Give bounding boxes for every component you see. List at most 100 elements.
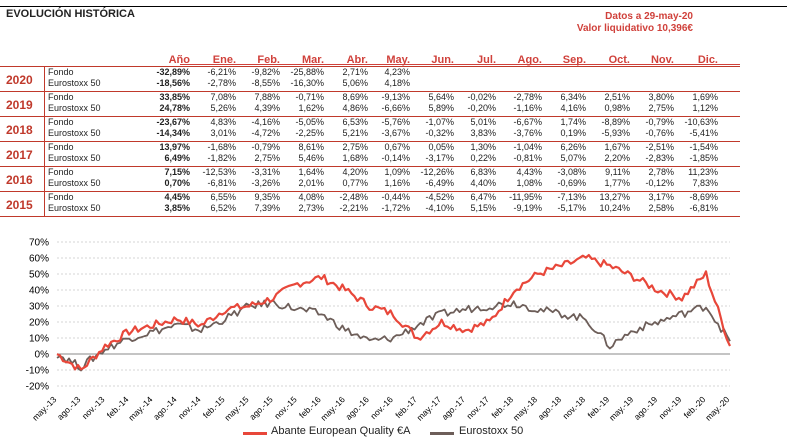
monthly-return: 7,08% bbox=[210, 92, 236, 102]
annual-return: 3,85% bbox=[164, 203, 190, 213]
monthly-return: 0,77% bbox=[342, 178, 368, 188]
monthly-return: 2,58% bbox=[648, 203, 674, 213]
year-label: 2020 bbox=[6, 73, 33, 87]
monthly-return: -16,30% bbox=[290, 78, 324, 88]
y-tick-label: 50% bbox=[29, 270, 49, 281]
monthly-return: 4,40% bbox=[470, 178, 496, 188]
monthly-return: 7,88% bbox=[254, 92, 280, 102]
year-label: 2015 bbox=[6, 198, 33, 212]
monthly-return: 4,18% bbox=[384, 78, 410, 88]
x-tick-label: may.-16 bbox=[319, 394, 348, 423]
annual-return: 24,78% bbox=[159, 103, 190, 113]
monthly-return: 2,78% bbox=[648, 167, 674, 177]
x-tick-label: nov.-15 bbox=[272, 394, 299, 421]
row-separator bbox=[0, 141, 740, 142]
header-11: Nov. bbox=[650, 54, 674, 66]
monthly-return: 0,22% bbox=[470, 153, 496, 163]
monthly-return: 6,83% bbox=[470, 167, 496, 177]
monthly-return: 5,64% bbox=[428, 92, 454, 102]
nav-value: Valor liquidativo 10,396€ bbox=[576, 23, 693, 34]
x-tick-label: nov.-16 bbox=[368, 394, 395, 421]
monthly-return: 4,43% bbox=[516, 167, 542, 177]
x-tick-label: may.-18 bbox=[511, 394, 540, 423]
monthly-return: -8,89% bbox=[601, 117, 630, 127]
monthly-return: -0,79% bbox=[251, 142, 280, 152]
monthly-return: 4,23% bbox=[384, 67, 410, 77]
x-tick-label: nov.-18 bbox=[561, 394, 588, 421]
monthly-return: -12,53% bbox=[202, 167, 236, 177]
monthly-return: -10,63% bbox=[684, 117, 718, 127]
monthly-return: -2,25% bbox=[295, 128, 324, 138]
monthly-return: -2,83% bbox=[645, 153, 674, 163]
monthly-return: 3,83% bbox=[470, 128, 496, 138]
monthly-return: 4,39% bbox=[254, 103, 280, 113]
annual-return: 4,45% bbox=[164, 192, 190, 202]
monthly-return: 4,16% bbox=[560, 103, 586, 113]
row-separator bbox=[0, 116, 740, 117]
header-5: May. bbox=[386, 54, 410, 66]
year-label: 2017 bbox=[6, 148, 33, 162]
monthly-return: 1,68% bbox=[342, 153, 368, 163]
monthly-return: 2,20% bbox=[604, 153, 630, 163]
monthly-return: -0,14% bbox=[381, 153, 410, 163]
annual-return: -14,34% bbox=[156, 128, 190, 138]
historical-chart: 70%60%50%40%30%20%10%0%-10%-20%may.-13ag… bbox=[26, 238, 732, 423]
row-label: Fondo bbox=[48, 117, 74, 127]
x-tick-label: nov.-19 bbox=[657, 394, 684, 421]
y-tick-label: 60% bbox=[29, 254, 49, 265]
header-10: Oct. bbox=[608, 54, 630, 66]
x-tick-label: ago.-17 bbox=[440, 394, 468, 422]
monthly-return: 1,30% bbox=[470, 142, 496, 152]
monthly-return: 4,86% bbox=[342, 103, 368, 113]
monthly-return: 9,11% bbox=[605, 167, 630, 177]
monthly-return: 5,06% bbox=[342, 78, 368, 88]
monthly-return: -1,54% bbox=[689, 142, 718, 152]
monthly-return: -0,20% bbox=[467, 103, 496, 113]
monthly-return: -0,71% bbox=[295, 92, 324, 102]
monthly-return: -2,78% bbox=[513, 92, 542, 102]
header-3: Mar. bbox=[301, 54, 324, 66]
monthly-return: 5,46% bbox=[298, 153, 324, 163]
monthly-return: 7,83% bbox=[692, 178, 718, 188]
monthly-return: 4,20% bbox=[342, 167, 368, 177]
monthly-return: -6,21% bbox=[207, 67, 236, 77]
monthly-return: 1,74% bbox=[560, 117, 586, 127]
monthly-return: -3,08% bbox=[557, 167, 586, 177]
monthly-return: -0,69% bbox=[557, 178, 586, 188]
data-date: Datos a 29-may-20 bbox=[605, 11, 693, 22]
row-separator bbox=[0, 191, 740, 192]
monthly-return: -3,76% bbox=[513, 128, 542, 138]
monthly-return: -25,88% bbox=[290, 67, 324, 77]
y-tick-label: 70% bbox=[29, 238, 49, 249]
legend-swatch-index bbox=[430, 432, 454, 435]
annual-return: 7,15% bbox=[164, 167, 190, 177]
monthly-return: 8,61% bbox=[298, 142, 324, 152]
x-tick-label: ago.-13 bbox=[55, 394, 83, 422]
header-7: Jul. bbox=[477, 54, 496, 66]
x-tick-label: may.-14 bbox=[126, 394, 155, 423]
y-tick-label: 0% bbox=[35, 350, 50, 361]
row-separator bbox=[0, 91, 740, 92]
monthly-return: 2,73% bbox=[298, 203, 324, 213]
header-rule bbox=[180, 64, 740, 65]
row-separator bbox=[0, 66, 740, 67]
monthly-return: 5,26% bbox=[210, 103, 236, 113]
y-tick-label: 20% bbox=[29, 318, 49, 329]
monthly-return: 1,09% bbox=[384, 167, 410, 177]
monthly-return: -2,78% bbox=[207, 78, 236, 88]
y-tick-label: 10% bbox=[29, 334, 49, 345]
x-tick-label: ago.-15 bbox=[247, 394, 275, 422]
row-separator bbox=[0, 166, 740, 167]
monthly-return: -9,19% bbox=[513, 203, 542, 213]
monthly-return: -3,26% bbox=[251, 178, 280, 188]
monthly-return: -0,76% bbox=[645, 128, 674, 138]
row-label: Fondo bbox=[48, 92, 74, 102]
x-tick-label: ago.-19 bbox=[632, 394, 660, 422]
monthly-return: 4,08% bbox=[298, 192, 324, 202]
monthly-return: 1,12% bbox=[692, 103, 718, 113]
x-tick-label: nov.-14 bbox=[176, 394, 203, 421]
monthly-return: -1,82% bbox=[207, 153, 236, 163]
monthly-return: -6,81% bbox=[207, 178, 236, 188]
monthly-return: 2,75% bbox=[254, 153, 280, 163]
monthly-return: 1,69% bbox=[692, 92, 718, 102]
